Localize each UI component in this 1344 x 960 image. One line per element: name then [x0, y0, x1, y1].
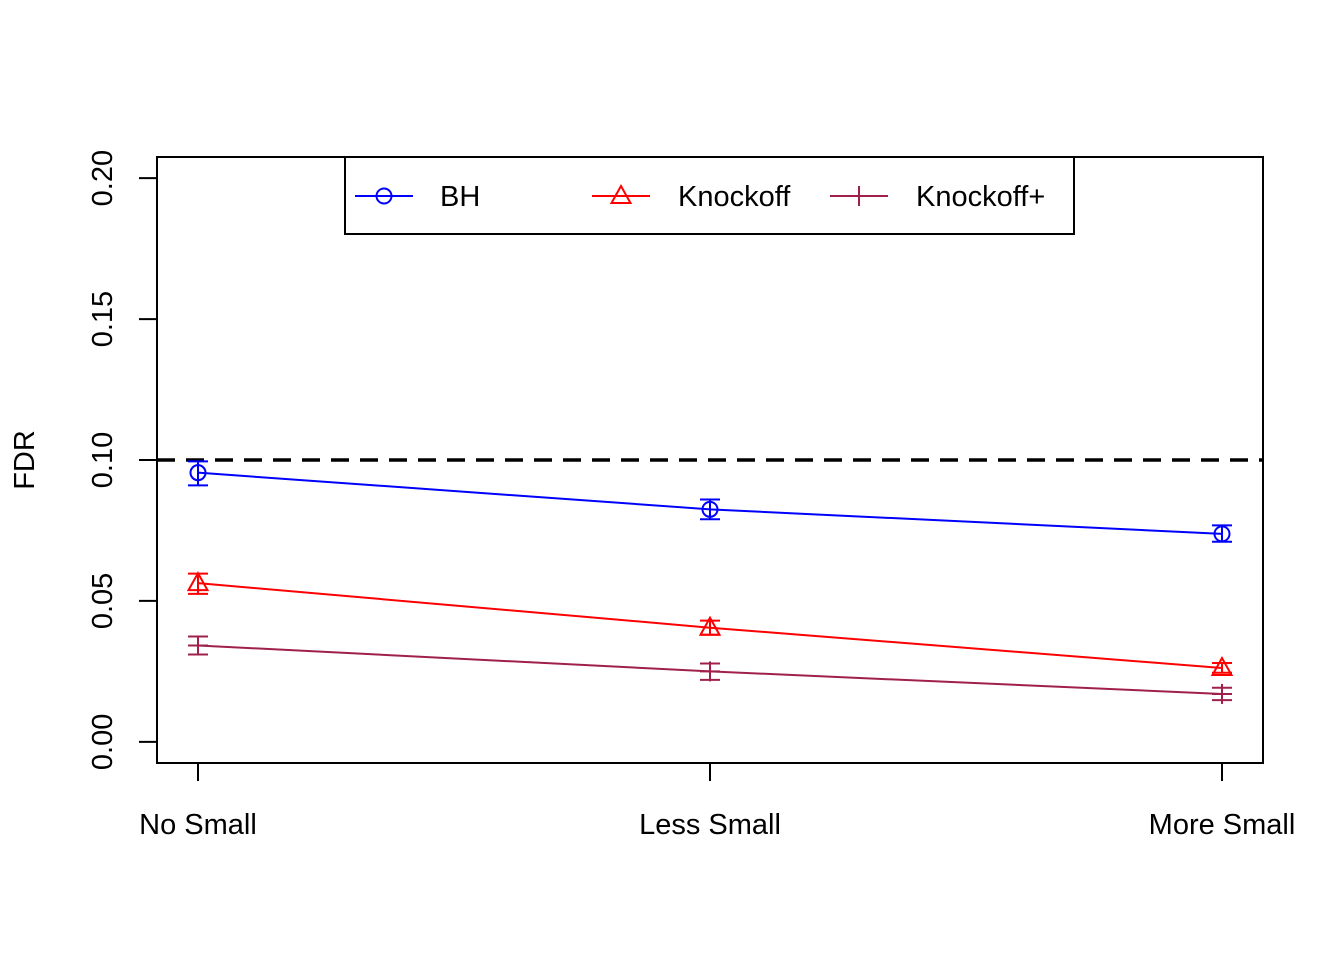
legend-box	[344, 156, 1075, 235]
legend-marker-0	[375, 187, 393, 205]
series-1	[186, 571, 1234, 677]
point-1-0	[186, 571, 210, 592]
y-tick-label-2: 0.10	[87, 432, 119, 488]
legend-item-0: BH	[355, 181, 480, 213]
x-tick-label-0: No Small	[139, 809, 257, 841]
legend-item-2: Knockoff+	[830, 181, 1045, 213]
series-2	[188, 635, 1232, 704]
point-0-2	[1213, 525, 1231, 543]
point-2-1	[700, 661, 720, 682]
legend-label-1: Knockoff	[678, 181, 791, 213]
x-tick-label-2: More Small	[1149, 809, 1296, 841]
x-tick-label-1: Less Small	[639, 809, 781, 841]
point-1-1	[698, 615, 722, 636]
series-layer	[186, 460, 1234, 704]
y-tick-label-0: 0.00	[87, 714, 119, 770]
legend-label-0: BH	[440, 181, 480, 213]
legend: BH Knockoff Knockoff+	[344, 156, 1075, 235]
error-bar-1-2	[1212, 661, 1232, 674]
point-2-2	[1212, 683, 1232, 704]
legend-label-2: Knockoff+	[916, 181, 1045, 213]
y-tick-label-1: 0.05	[87, 573, 119, 629]
y-tick-label-4: 0.20	[87, 150, 119, 206]
point-2-0	[188, 635, 208, 656]
point-1-2	[1210, 655, 1234, 677]
legend-marker-2	[849, 186, 869, 206]
legend-marker-1	[609, 183, 633, 204]
point-0-0	[189, 464, 207, 482]
y-tick-label-3: 0.15	[87, 291, 119, 347]
series-0	[188, 460, 1232, 543]
x-axis: No Small Less Small More Small	[139, 762, 1296, 841]
y-axis-label: FDR	[9, 430, 41, 490]
y-axis: 0.00 0.05 0.10 0.15 0.20	[87, 150, 158, 770]
point-0-1	[701, 500, 719, 518]
legend-item-1: Knockoff	[592, 181, 791, 213]
